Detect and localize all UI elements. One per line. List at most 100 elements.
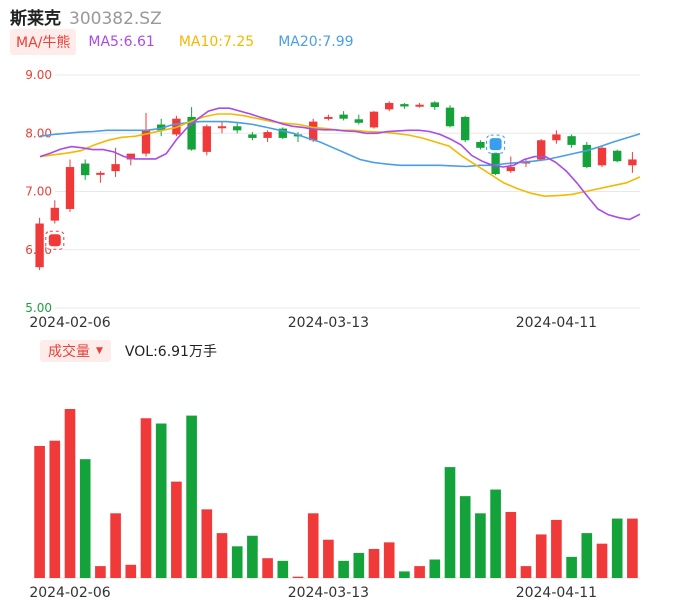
volume-bar: [140, 418, 152, 578]
volume-bar: [231, 546, 243, 578]
candle-body: [217, 126, 227, 129]
candle-body: [430, 102, 439, 108]
candle-body: [415, 104, 424, 107]
candle-body: [385, 102, 394, 110]
volume-bar: [368, 548, 380, 578]
ma-legend: MA/牛熊 MA5:6.61 MA10:7.25 MA20:7.99: [10, 29, 378, 55]
volume-toggle-label: 成交量: [48, 344, 90, 360]
x-tick-label: 2024-02-06: [29, 315, 110, 331]
ma20-label: MA20:7.99: [278, 34, 354, 50]
candle-body: [491, 149, 500, 175]
y-tick-label: 5.00: [25, 301, 52, 315]
x-tick-label: 2024-04-11: [516, 315, 597, 331]
candle-body: [628, 159, 637, 166]
candle-body: [96, 172, 105, 175]
volume-bar: [566, 556, 577, 578]
event-marker-icon: [489, 138, 502, 151]
candle-body: [202, 126, 211, 152]
x-tick-label: 2024-03-13: [288, 315, 369, 331]
caret-down-icon: ▼: [96, 346, 103, 356]
volume-bar: [520, 566, 532, 578]
volume-bar: [307, 513, 319, 578]
y-tick-label: 9.00: [25, 68, 52, 82]
candle-body: [461, 116, 470, 141]
candle-body: [141, 130, 151, 154]
ma-toggle-button[interactable]: MA/牛熊: [10, 29, 77, 55]
volume-bar: [247, 535, 258, 578]
candle-body: [476, 141, 485, 148]
candle-body: [126, 153, 135, 160]
volume-bar: [535, 534, 547, 578]
candle-body: [309, 121, 318, 141]
candle-body: [233, 126, 242, 131]
volume-bar: [64, 409, 76, 578]
volume-bar: [79, 459, 91, 578]
volume-bar: [338, 560, 349, 578]
volume-bar: [505, 511, 517, 578]
volume-bars: [32, 409, 640, 579]
candle-body: [445, 107, 455, 127]
stock-header: 斯莱克 300382.SZ: [10, 4, 162, 29]
candle-body: [263, 132, 272, 138]
candle-body: [537, 140, 546, 160]
volume-bar: [444, 467, 456, 578]
volume-value: VOL:6.91万手: [124, 344, 217, 360]
y-tick-label: 7.00: [25, 185, 52, 199]
ma-lines: [39, 107, 641, 221]
volume-toggle-button[interactable]: 成交量 ▼: [40, 340, 111, 362]
volume-bar: [383, 542, 395, 578]
candle-body: [613, 150, 622, 162]
volume-bar: [581, 533, 593, 578]
y-tick-label: 8.00: [25, 126, 52, 140]
event-markers: [45, 134, 506, 250]
candle-body: [582, 144, 591, 168]
volume-legend: 成交量 ▼ VOL:6.91万手: [40, 340, 217, 362]
candle-body: [278, 128, 287, 138]
candle-body: [597, 147, 607, 166]
candle-body: [248, 134, 257, 138]
volume-bar: [611, 518, 623, 578]
ma20-line: [39, 120, 641, 168]
volume-bar: [399, 571, 410, 578]
volume-bar: [277, 560, 289, 578]
volume-bar: [34, 445, 45, 578]
volume-bar: [186, 415, 197, 578]
volume-bar: [155, 423, 167, 578]
candle-body: [567, 136, 576, 145]
volume-bar: [49, 440, 61, 578]
price-axis: 9.008.007.006.005.00: [25, 68, 52, 315]
ma10-label: MA10:7.25: [178, 34, 255, 50]
volume-bar: [551, 519, 562, 578]
volume-bar: [171, 481, 182, 578]
candle-body: [81, 163, 90, 176]
candle-body: [187, 116, 196, 150]
volume-bar: [201, 509, 213, 578]
volume-bar: [95, 566, 106, 578]
candle-body: [324, 116, 333, 119]
volume-bar: [429, 559, 441, 578]
volume-bar: [459, 496, 471, 578]
volume-x-axis: 2024-02-06 2024-03-13 2024-04-11: [29, 585, 597, 601]
candlesticks: [35, 101, 637, 271]
volume-bar: [216, 533, 228, 578]
candle-body: [35, 223, 44, 268]
volume-bar: [490, 489, 501, 578]
x-tick-label: 2024-03-13: [288, 585, 369, 601]
volume-bar: [125, 564, 137, 578]
volume-bar: [475, 513, 486, 578]
candle-body: [506, 167, 515, 172]
x-tick-label: 2024-02-06: [29, 585, 110, 601]
candle-body: [354, 119, 363, 123]
x-tick-label: 2024-04-11: [516, 585, 597, 601]
candle-body: [369, 111, 379, 128]
volume-bar: [110, 513, 121, 578]
volume-bar: [414, 566, 425, 578]
price-x-axis: 2024-02-06 2024-03-13 2024-04-11: [29, 315, 597, 331]
candle-body: [552, 134, 561, 141]
ma5-line: [39, 107, 641, 221]
candle-body: [400, 104, 409, 107]
volume-bar: [627, 518, 638, 578]
stock-code: 300382.SZ: [69, 9, 162, 29]
volume-bar: [596, 543, 608, 578]
